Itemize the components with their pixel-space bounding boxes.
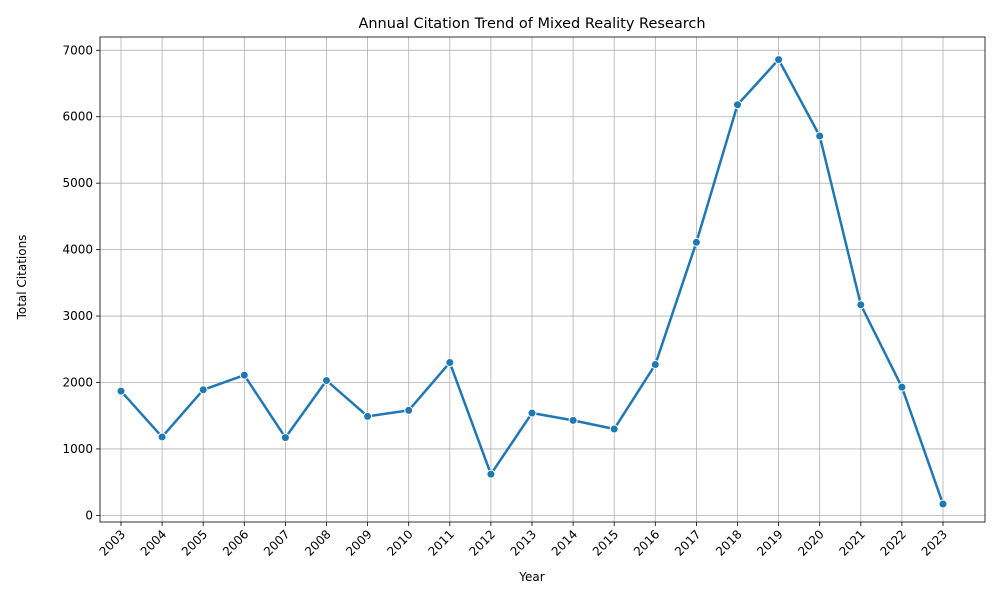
data-point (198, 385, 208, 395)
y-axis-title: Total Citations (15, 235, 29, 321)
data-point (322, 375, 331, 385)
y-tick-label: 7000 (62, 43, 93, 57)
data-point (568, 415, 578, 425)
data-point (691, 237, 701, 247)
data-point (445, 358, 455, 368)
data-point (609, 424, 619, 434)
data-point (363, 411, 373, 421)
data-point (280, 433, 290, 443)
x-axis-title: Year (518, 570, 544, 584)
data-point (116, 386, 126, 396)
y-tick-label: 2000 (62, 375, 93, 389)
data-point (938, 499, 948, 509)
y-tick-label: 3000 (62, 309, 93, 323)
axes-frame (99, 36, 986, 523)
data-point (774, 55, 784, 65)
data-point (157, 432, 167, 442)
chart-title: Annual Citation Trend of Mixed Reality R… (358, 16, 705, 32)
data-point (815, 131, 825, 141)
y-tick-label: 0 (85, 508, 93, 522)
y-tick-label: 5000 (62, 176, 93, 190)
data-point (733, 100, 742, 110)
data-point (527, 408, 537, 418)
y-tick-label: 4000 (62, 243, 93, 257)
plot-area (116, 55, 948, 509)
data-point (897, 382, 907, 392)
data-point (486, 469, 496, 479)
y-tick-label: 6000 (62, 110, 93, 124)
data-point (404, 405, 414, 415)
data-point (650, 360, 660, 370)
data-point (856, 300, 866, 310)
grid (100, 37, 985, 522)
y-tick-label: 1000 (62, 442, 93, 456)
data-point (239, 370, 249, 380)
